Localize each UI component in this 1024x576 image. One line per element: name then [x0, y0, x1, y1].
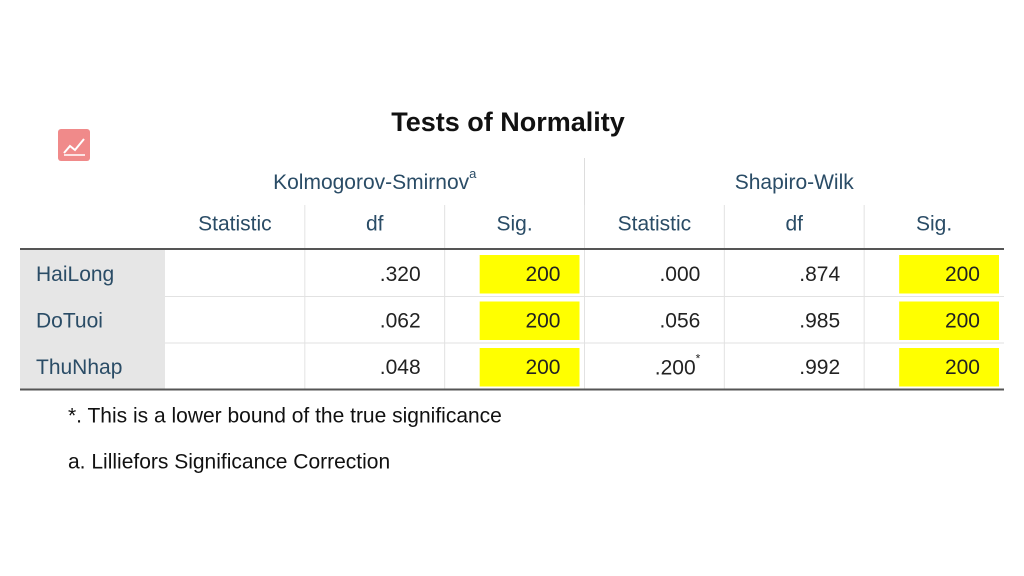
cell: .985: [799, 309, 840, 332]
cell: 200: [525, 356, 560, 379]
group-label: Kolmogorov-Smirnov: [273, 171, 470, 194]
table: Kolmogorov-Smirnova Shapiro-Wilk Statistic…: [20, 158, 1004, 391]
group-label: Shapiro-Wilk: [735, 171, 855, 194]
group-header: Shapiro-Wilk: [735, 171, 855, 194]
row-label: ThuNhap: [36, 356, 122, 379]
cell: .056: [659, 309, 700, 332]
highlight: [479, 348, 580, 387]
footnote-mark: a: [469, 166, 477, 181]
cell: 200: [525, 309, 560, 332]
cell: .062: [380, 309, 421, 332]
column-header: Statistic: [618, 213, 692, 236]
cell: 200: [945, 356, 980, 379]
cell: 200: [945, 309, 980, 332]
column-header: Sig.: [496, 213, 532, 236]
title: Tests of Normality: [391, 107, 625, 137]
highlight: [899, 301, 999, 340]
cell: 200: [525, 263, 560, 286]
cell: .874: [799, 263, 840, 286]
cell: .320: [380, 263, 421, 286]
footnote-mark: *: [696, 351, 701, 365]
cell: .000: [659, 263, 700, 286]
cell: 200: [945, 263, 980, 286]
column-header: df: [785, 213, 803, 236]
cell: .200*: [655, 351, 701, 378]
footnote: *. This is a lower bound of the true sig…: [68, 405, 502, 428]
column-header: Statistic: [198, 213, 272, 236]
column-header: df: [366, 213, 384, 236]
footnote: a. Lilliefors Significance Correction: [68, 451, 390, 474]
row-label: HaiLong: [36, 263, 114, 286]
cell-value: .200: [655, 356, 696, 379]
row-label-bg: [20, 250, 165, 390]
row-label: DoTuoi: [36, 309, 103, 332]
cell: .992: [799, 356, 840, 379]
highlight: [479, 255, 580, 294]
highlight: [899, 255, 999, 294]
group-header: Kolmogorov-Smirnova: [273, 166, 477, 193]
cell: .048: [380, 356, 421, 379]
column-header: Sig.: [916, 213, 952, 236]
chart-icon: [58, 129, 90, 161]
highlight: [899, 348, 999, 387]
highlight: [479, 301, 580, 340]
